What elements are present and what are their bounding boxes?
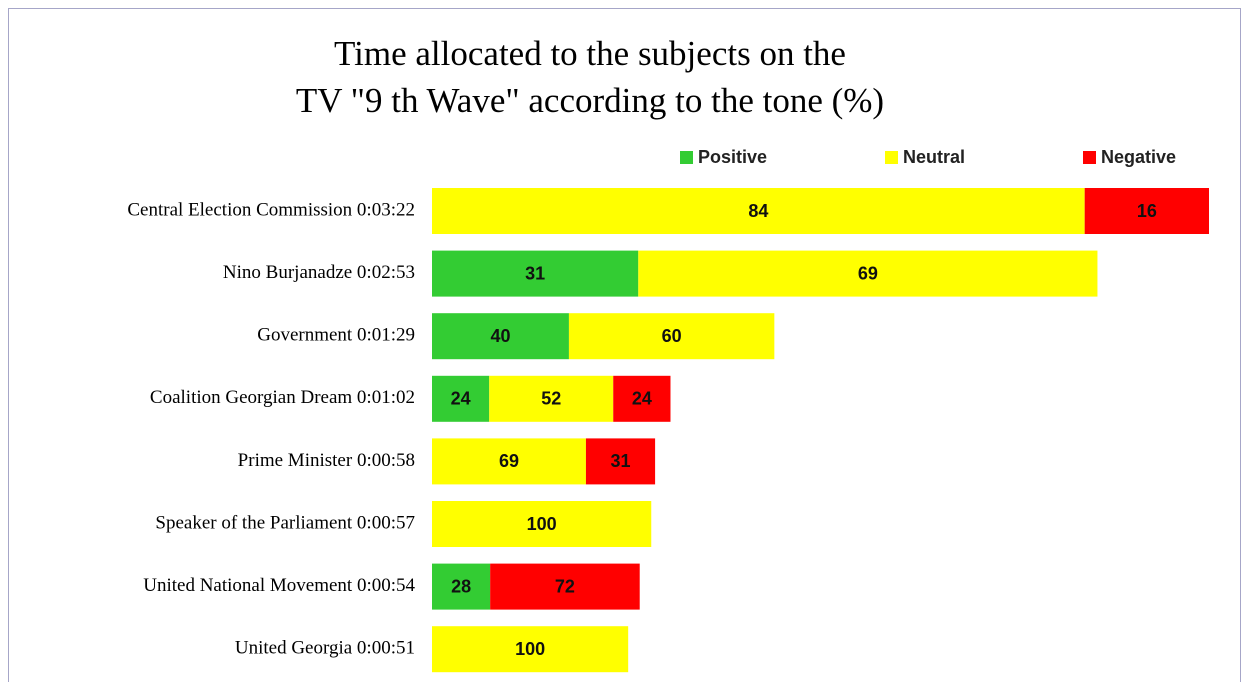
data-label: 69 (858, 263, 878, 283)
y-tick-label: Speaker of the Parliament 0:00:57 (155, 512, 415, 533)
legend-label: Negative (1101, 147, 1176, 167)
y-tick-label: United National Movement 0:00:54 (143, 575, 415, 596)
bar-segment (613, 375, 671, 422)
bar-segment (490, 563, 640, 610)
bar-segment (432, 438, 586, 485)
bar-segment (568, 313, 775, 360)
bar-segment (489, 375, 614, 422)
data-label: 31 (611, 451, 631, 471)
bar-segment (1084, 188, 1209, 234)
chart-title: TV "9 th Wave" according to the tone (%) (296, 81, 884, 120)
legend-label: Neutral (903, 147, 965, 167)
y-tick-label: United Georgia 0:00:51 (235, 638, 415, 659)
data-label: 52 (541, 389, 561, 409)
bar-segment (432, 563, 491, 610)
data-label: 60 (662, 326, 682, 346)
data-label: 100 (515, 639, 545, 659)
bar-segment (432, 313, 569, 360)
data-label: 84 (748, 201, 768, 221)
legend-label: Positive (698, 147, 767, 167)
legend-swatch (1083, 151, 1096, 164)
legend-swatch (680, 151, 693, 164)
y-tick-label: Central Election Commission 0:03:22 (127, 199, 415, 220)
bar-segment (432, 501, 652, 547)
data-label: 40 (490, 326, 510, 346)
bar-segment (585, 438, 656, 485)
data-label: 31 (525, 263, 545, 283)
data-label: 16 (1137, 201, 1157, 221)
data-label: 28 (451, 576, 471, 596)
data-label: 72 (555, 576, 575, 596)
y-tick-label: Prime Minister 0:00:58 (238, 450, 415, 471)
bar-segment (432, 250, 639, 297)
y-tick-label: Nino Burjanadze 0:02:53 (223, 262, 415, 283)
data-label: 24 (451, 389, 471, 409)
legend-swatch (885, 151, 898, 164)
bar-segment (432, 626, 629, 673)
data-label: 69 (499, 451, 519, 471)
data-label: 100 (527, 514, 557, 534)
chart-title: Time allocated to the subjects on the (334, 34, 846, 73)
bar-segment (432, 188, 1085, 234)
y-tick-label: Coalition Georgian Dream 0:01:02 (150, 387, 415, 408)
bar-segment (638, 250, 1098, 297)
data-label: 24 (632, 389, 652, 409)
y-tick-label: Government 0:01:29 (257, 325, 415, 346)
bar-segment (432, 375, 490, 422)
